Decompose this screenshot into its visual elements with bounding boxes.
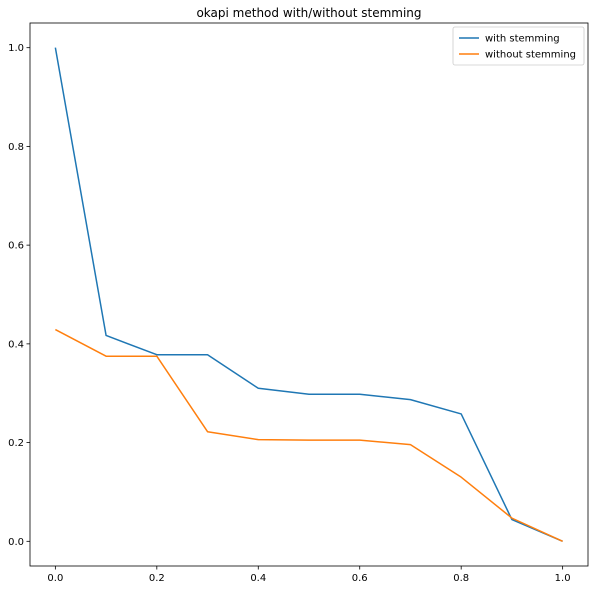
legend-label-2: without stemming — [485, 50, 576, 61]
y-axis: 0.0 0.2 0.4 0.6 0.8 1.0 — [8, 43, 30, 548]
y-tick-label: 0.6 — [8, 241, 24, 252]
x-tick-label: 1.0 — [555, 573, 571, 584]
series-line-1 — [54, 47, 563, 543]
y-tick-label: 0.8 — [8, 142, 24, 153]
plot-frame — [29, 22, 589, 567]
plot-area — [54, 47, 563, 543]
x-tick-label: 0.6 — [352, 573, 368, 584]
x-tick-label: 0.2 — [149, 573, 165, 584]
y-tick-label: 0.2 — [8, 438, 24, 449]
x-axis: 0.0 0.2 0.4 0.6 0.8 1.0 — [47, 566, 571, 584]
x-tick-label: 0.4 — [250, 573, 266, 584]
series-line-2 — [55, 328, 563, 543]
chart-title: okapi method with/without stemming — [196, 6, 421, 20]
x-tick-label: 0.0 — [47, 573, 63, 584]
x-tick-label: 0.8 — [453, 573, 469, 584]
legend-box — [452, 26, 585, 66]
y-tick-label: 0.0 — [8, 537, 24, 548]
y-tick-label: 0.4 — [8, 339, 24, 350]
legend: with stemming without stemming — [452, 26, 585, 66]
legend-label-1: with stemming — [485, 34, 560, 45]
y-tick-label: 1.0 — [8, 43, 24, 54]
